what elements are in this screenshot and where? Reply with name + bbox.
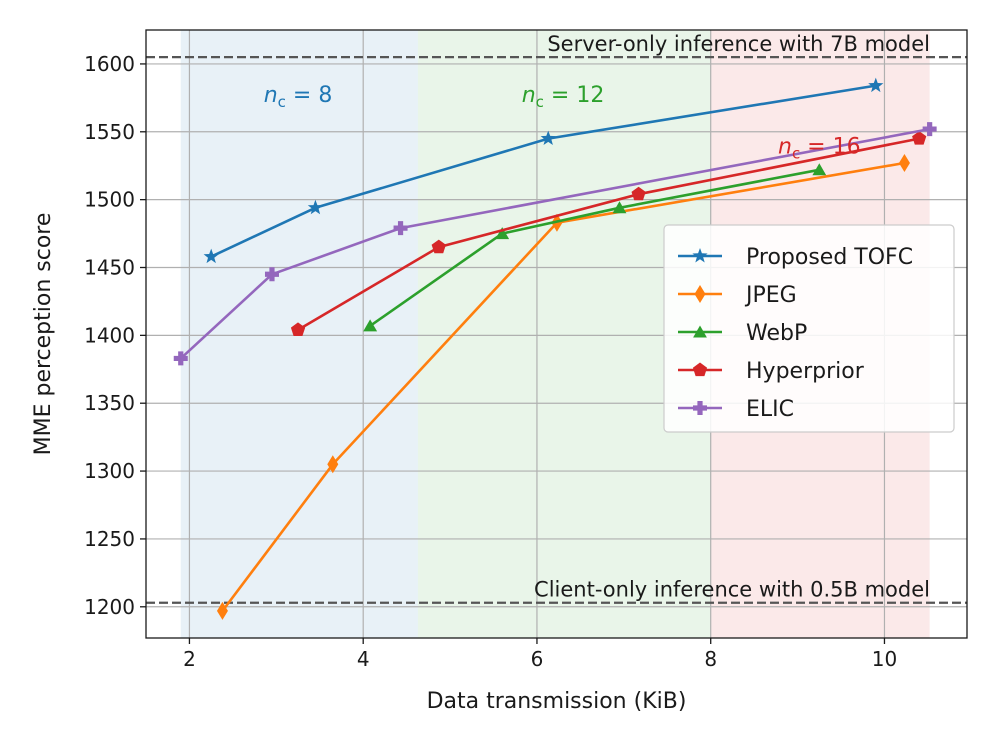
series-elic (173, 122, 937, 366)
legend-marker-webp (693, 325, 707, 338)
data-point-elic-2 (393, 221, 408, 236)
series-line-elic (179, 127, 930, 360)
y-axis-label: MME perception score (31, 213, 56, 456)
data-point-webp-1 (495, 227, 510, 240)
data-point-webp-2 (612, 201, 627, 214)
reference-label-1: Client-only inference with 0.5B model (534, 578, 930, 602)
legend-label-hyperprior: Hyperprior (746, 359, 865, 384)
legend-label-elic: ELIC (746, 397, 794, 422)
y-tick-label-1300: 1300 (84, 459, 135, 483)
region-label-2: nc = 16 (778, 135, 861, 163)
legend-box (663, 224, 955, 433)
y-tick-label-1350: 1350 (84, 391, 135, 415)
y-tick-label-1550: 1550 (84, 120, 135, 144)
plot-frame (145, 29, 968, 639)
series-line-jpeg (221, 161, 905, 612)
data-point-jpeg-0 (216, 601, 228, 620)
series-hyperprior (290, 131, 927, 336)
legend-marker-jpeg (694, 285, 706, 303)
region-label-0: nc = 8 (264, 83, 333, 111)
data-point-elic-0 (173, 351, 188, 366)
region-label-1: nc = 12 (522, 83, 605, 111)
reference-lines: Server-only inference with 7B model Clien… (146, 32, 967, 604)
legend-marker-elic (693, 401, 707, 415)
series-line-hyperprior (297, 137, 920, 332)
data-point-hyperprior-2 (631, 186, 646, 201)
reference-label-0: Server-only inference with 7B model (547, 32, 930, 56)
y-tick-label-1250: 1250 (84, 527, 135, 551)
y-tick-label-1450: 1450 (84, 256, 135, 280)
legend-label-webp: WebP (746, 321, 807, 346)
y-tick-label-1400: 1400 (84, 323, 135, 347)
series-line-proposed-tofc (210, 84, 877, 258)
data-point-proposed-tofc-3 (868, 77, 884, 93)
x-tick-label-10: 10 (872, 647, 897, 671)
data-point-proposed-tofc-1 (307, 199, 323, 215)
data-point-webp-3 (812, 163, 827, 176)
y-tick-label-1600: 1600 (84, 52, 135, 76)
data-point-webp-0 (363, 319, 378, 332)
series-webp (363, 163, 827, 332)
x-tick-label-2: 2 (183, 647, 196, 671)
data-point-elic-1 (264, 267, 279, 282)
x-tick-label-4: 4 (357, 647, 370, 671)
region-labels: nc = 8 nc = 12 nc = 16 (264, 83, 861, 163)
data-point-elic-3 (922, 122, 937, 137)
data-point-proposed-tofc-0 (203, 248, 219, 264)
x-tick-label-8: 8 (704, 647, 717, 671)
data-point-jpeg-1 (327, 455, 339, 474)
axis-ticks: 2 4 6 8 10 1200 1250 1300 1350 1400 1450 1500 1550 16… (84, 52, 897, 671)
series-proposed-tofc (203, 77, 884, 264)
y-tick-label-1200: 1200 (84, 595, 135, 619)
data-point-jpeg-3 (898, 154, 910, 172)
data-point-hyperprior-0 (290, 322, 306, 336)
legend-marker-hyperprior (692, 362, 708, 377)
y-tick-label-1500: 1500 (84, 188, 135, 212)
legend-label-jpeg: JPEG (744, 283, 797, 308)
data-point-proposed-tofc-2 (540, 130, 556, 145)
legend-marker-proposed-tofc (692, 248, 708, 263)
data-series (173, 77, 937, 620)
data-point-hyperprior-1 (431, 239, 446, 254)
legend-label-proposed-tofc: Proposed TOFC (746, 245, 913, 270)
data-point-hyperprior-3 (912, 131, 927, 145)
legend: Proposed TOFC JPEG WebP Hyperprior ELIC (663, 224, 955, 433)
x-tick-label-6: 6 (531, 647, 544, 671)
series-line-webp (369, 168, 820, 327)
x-axis-label: Data transmission (KiB) (427, 689, 687, 714)
